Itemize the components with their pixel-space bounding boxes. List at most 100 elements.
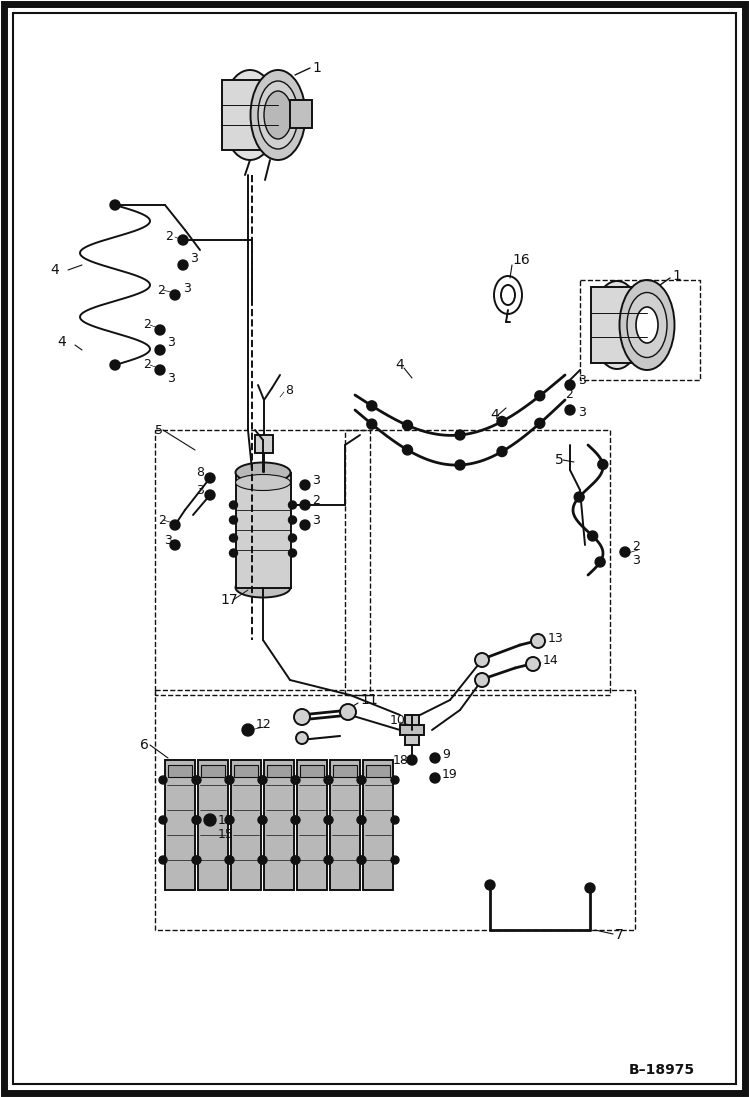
Text: 4: 4: [57, 335, 66, 349]
Text: 3: 3: [164, 533, 172, 546]
Circle shape: [357, 776, 365, 784]
Circle shape: [300, 500, 310, 510]
Circle shape: [535, 391, 545, 400]
Text: 3: 3: [183, 282, 191, 294]
Circle shape: [598, 460, 608, 470]
Circle shape: [402, 445, 413, 455]
Circle shape: [565, 405, 575, 415]
Text: 2: 2: [632, 541, 640, 554]
Text: 2: 2: [165, 230, 173, 244]
Bar: [165, 760, 195, 890]
Circle shape: [324, 856, 332, 864]
Circle shape: [367, 400, 377, 411]
Circle shape: [229, 534, 237, 542]
Circle shape: [259, 856, 267, 864]
Circle shape: [407, 755, 417, 765]
Circle shape: [526, 657, 540, 671]
Text: 18: 18: [393, 754, 409, 767]
Text: 4: 4: [490, 408, 499, 422]
Circle shape: [178, 235, 188, 245]
Text: 9: 9: [442, 748, 450, 761]
Circle shape: [193, 776, 201, 784]
Circle shape: [325, 776, 333, 784]
Circle shape: [358, 856, 366, 864]
Bar: [234, 765, 258, 777]
Circle shape: [193, 856, 201, 864]
Text: 13: 13: [548, 632, 564, 645]
Circle shape: [205, 473, 215, 483]
Circle shape: [226, 776, 234, 784]
Ellipse shape: [235, 463, 291, 483]
Circle shape: [292, 776, 300, 784]
Text: 2: 2: [143, 318, 151, 331]
Circle shape: [170, 520, 180, 530]
Circle shape: [229, 516, 237, 524]
Text: 2: 2: [565, 388, 573, 402]
Circle shape: [475, 653, 489, 667]
Text: 11: 11: [360, 693, 377, 706]
Text: 3: 3: [312, 474, 320, 486]
Text: 19: 19: [442, 769, 458, 781]
Bar: [231, 760, 261, 890]
Circle shape: [110, 200, 120, 210]
Circle shape: [229, 501, 237, 509]
Ellipse shape: [264, 91, 292, 139]
Circle shape: [110, 360, 120, 370]
Circle shape: [588, 531, 598, 541]
Text: 15: 15: [218, 828, 234, 841]
Circle shape: [288, 548, 297, 557]
Circle shape: [324, 776, 332, 784]
Bar: [405, 715, 419, 745]
Bar: [363, 760, 393, 890]
Text: 12: 12: [256, 719, 272, 732]
Polygon shape: [235, 473, 291, 588]
Circle shape: [170, 290, 180, 299]
Text: 3: 3: [632, 554, 640, 566]
Text: 1: 1: [312, 61, 321, 75]
Circle shape: [205, 490, 215, 500]
Circle shape: [574, 491, 584, 502]
Ellipse shape: [258, 81, 298, 149]
Circle shape: [159, 856, 167, 864]
Circle shape: [402, 420, 413, 430]
Ellipse shape: [235, 577, 291, 598]
Text: 8: 8: [196, 465, 204, 478]
Circle shape: [300, 520, 310, 530]
Ellipse shape: [592, 281, 642, 369]
Circle shape: [259, 816, 267, 824]
Ellipse shape: [619, 280, 675, 370]
Text: 6: 6: [140, 738, 149, 753]
Ellipse shape: [222, 70, 277, 160]
Circle shape: [485, 880, 495, 890]
Text: 17: 17: [220, 593, 237, 607]
Text: 12: 12: [218, 814, 234, 826]
Circle shape: [258, 816, 266, 824]
Circle shape: [192, 856, 200, 864]
Text: 3: 3: [196, 484, 204, 497]
Bar: [198, 760, 228, 890]
Ellipse shape: [250, 70, 306, 160]
Bar: [201, 765, 225, 777]
Text: 1: 1: [672, 269, 681, 283]
Text: 2: 2: [157, 283, 165, 296]
Bar: [267, 765, 291, 777]
Circle shape: [291, 776, 299, 784]
Circle shape: [391, 816, 399, 824]
Text: 7: 7: [615, 928, 624, 942]
Circle shape: [225, 816, 233, 824]
Polygon shape: [591, 287, 647, 363]
Circle shape: [595, 557, 605, 567]
Polygon shape: [222, 80, 278, 150]
Circle shape: [155, 325, 165, 335]
Circle shape: [242, 724, 254, 736]
Circle shape: [258, 856, 266, 864]
Circle shape: [357, 816, 365, 824]
Circle shape: [535, 418, 545, 428]
Text: 8: 8: [285, 384, 293, 396]
Circle shape: [325, 856, 333, 864]
Circle shape: [259, 776, 267, 784]
Bar: [345, 430, 610, 695]
Circle shape: [292, 856, 300, 864]
Circle shape: [357, 856, 365, 864]
Ellipse shape: [627, 293, 667, 358]
